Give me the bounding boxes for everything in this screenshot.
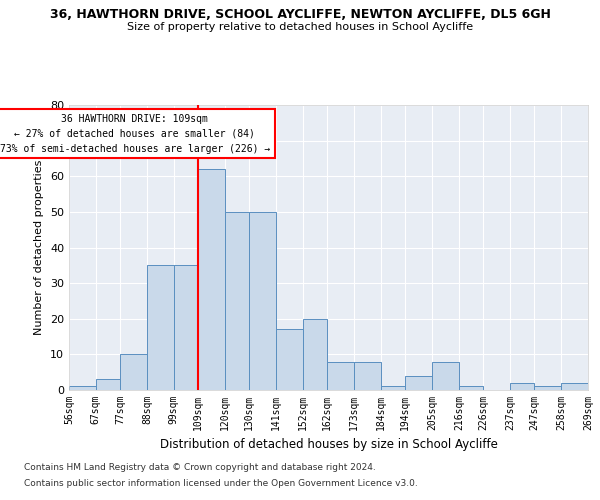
Text: Contains public sector information licensed under the Open Government Licence v3: Contains public sector information licen… bbox=[24, 478, 418, 488]
Bar bbox=[459, 386, 483, 390]
Bar bbox=[354, 362, 381, 390]
Bar bbox=[250, 212, 276, 390]
Bar bbox=[198, 169, 225, 390]
Bar bbox=[147, 266, 174, 390]
Bar bbox=[69, 386, 96, 390]
Text: 36, HAWTHORN DRIVE, SCHOOL AYCLIFFE, NEWTON AYCLIFFE, DL5 6GH: 36, HAWTHORN DRIVE, SCHOOL AYCLIFFE, NEW… bbox=[50, 8, 550, 20]
Bar bbox=[174, 266, 198, 390]
Bar bbox=[432, 362, 459, 390]
Bar bbox=[381, 386, 405, 390]
Bar bbox=[405, 376, 432, 390]
Bar bbox=[276, 330, 303, 390]
X-axis label: Distribution of detached houses by size in School Aycliffe: Distribution of detached houses by size … bbox=[160, 438, 497, 452]
Bar bbox=[561, 383, 588, 390]
Bar bbox=[303, 319, 327, 390]
Bar bbox=[96, 380, 120, 390]
Y-axis label: Number of detached properties: Number of detached properties bbox=[34, 160, 44, 335]
Bar bbox=[225, 212, 250, 390]
Text: 36 HAWTHORN DRIVE: 109sqm
← 27% of detached houses are smaller (84)
73% of semi-: 36 HAWTHORN DRIVE: 109sqm ← 27% of detac… bbox=[0, 114, 270, 154]
Bar bbox=[535, 386, 561, 390]
Bar bbox=[510, 383, 535, 390]
Bar bbox=[120, 354, 147, 390]
Text: Size of property relative to detached houses in School Aycliffe: Size of property relative to detached ho… bbox=[127, 22, 473, 32]
Bar bbox=[327, 362, 354, 390]
Text: Contains HM Land Registry data © Crown copyright and database right 2024.: Contains HM Land Registry data © Crown c… bbox=[24, 464, 376, 472]
